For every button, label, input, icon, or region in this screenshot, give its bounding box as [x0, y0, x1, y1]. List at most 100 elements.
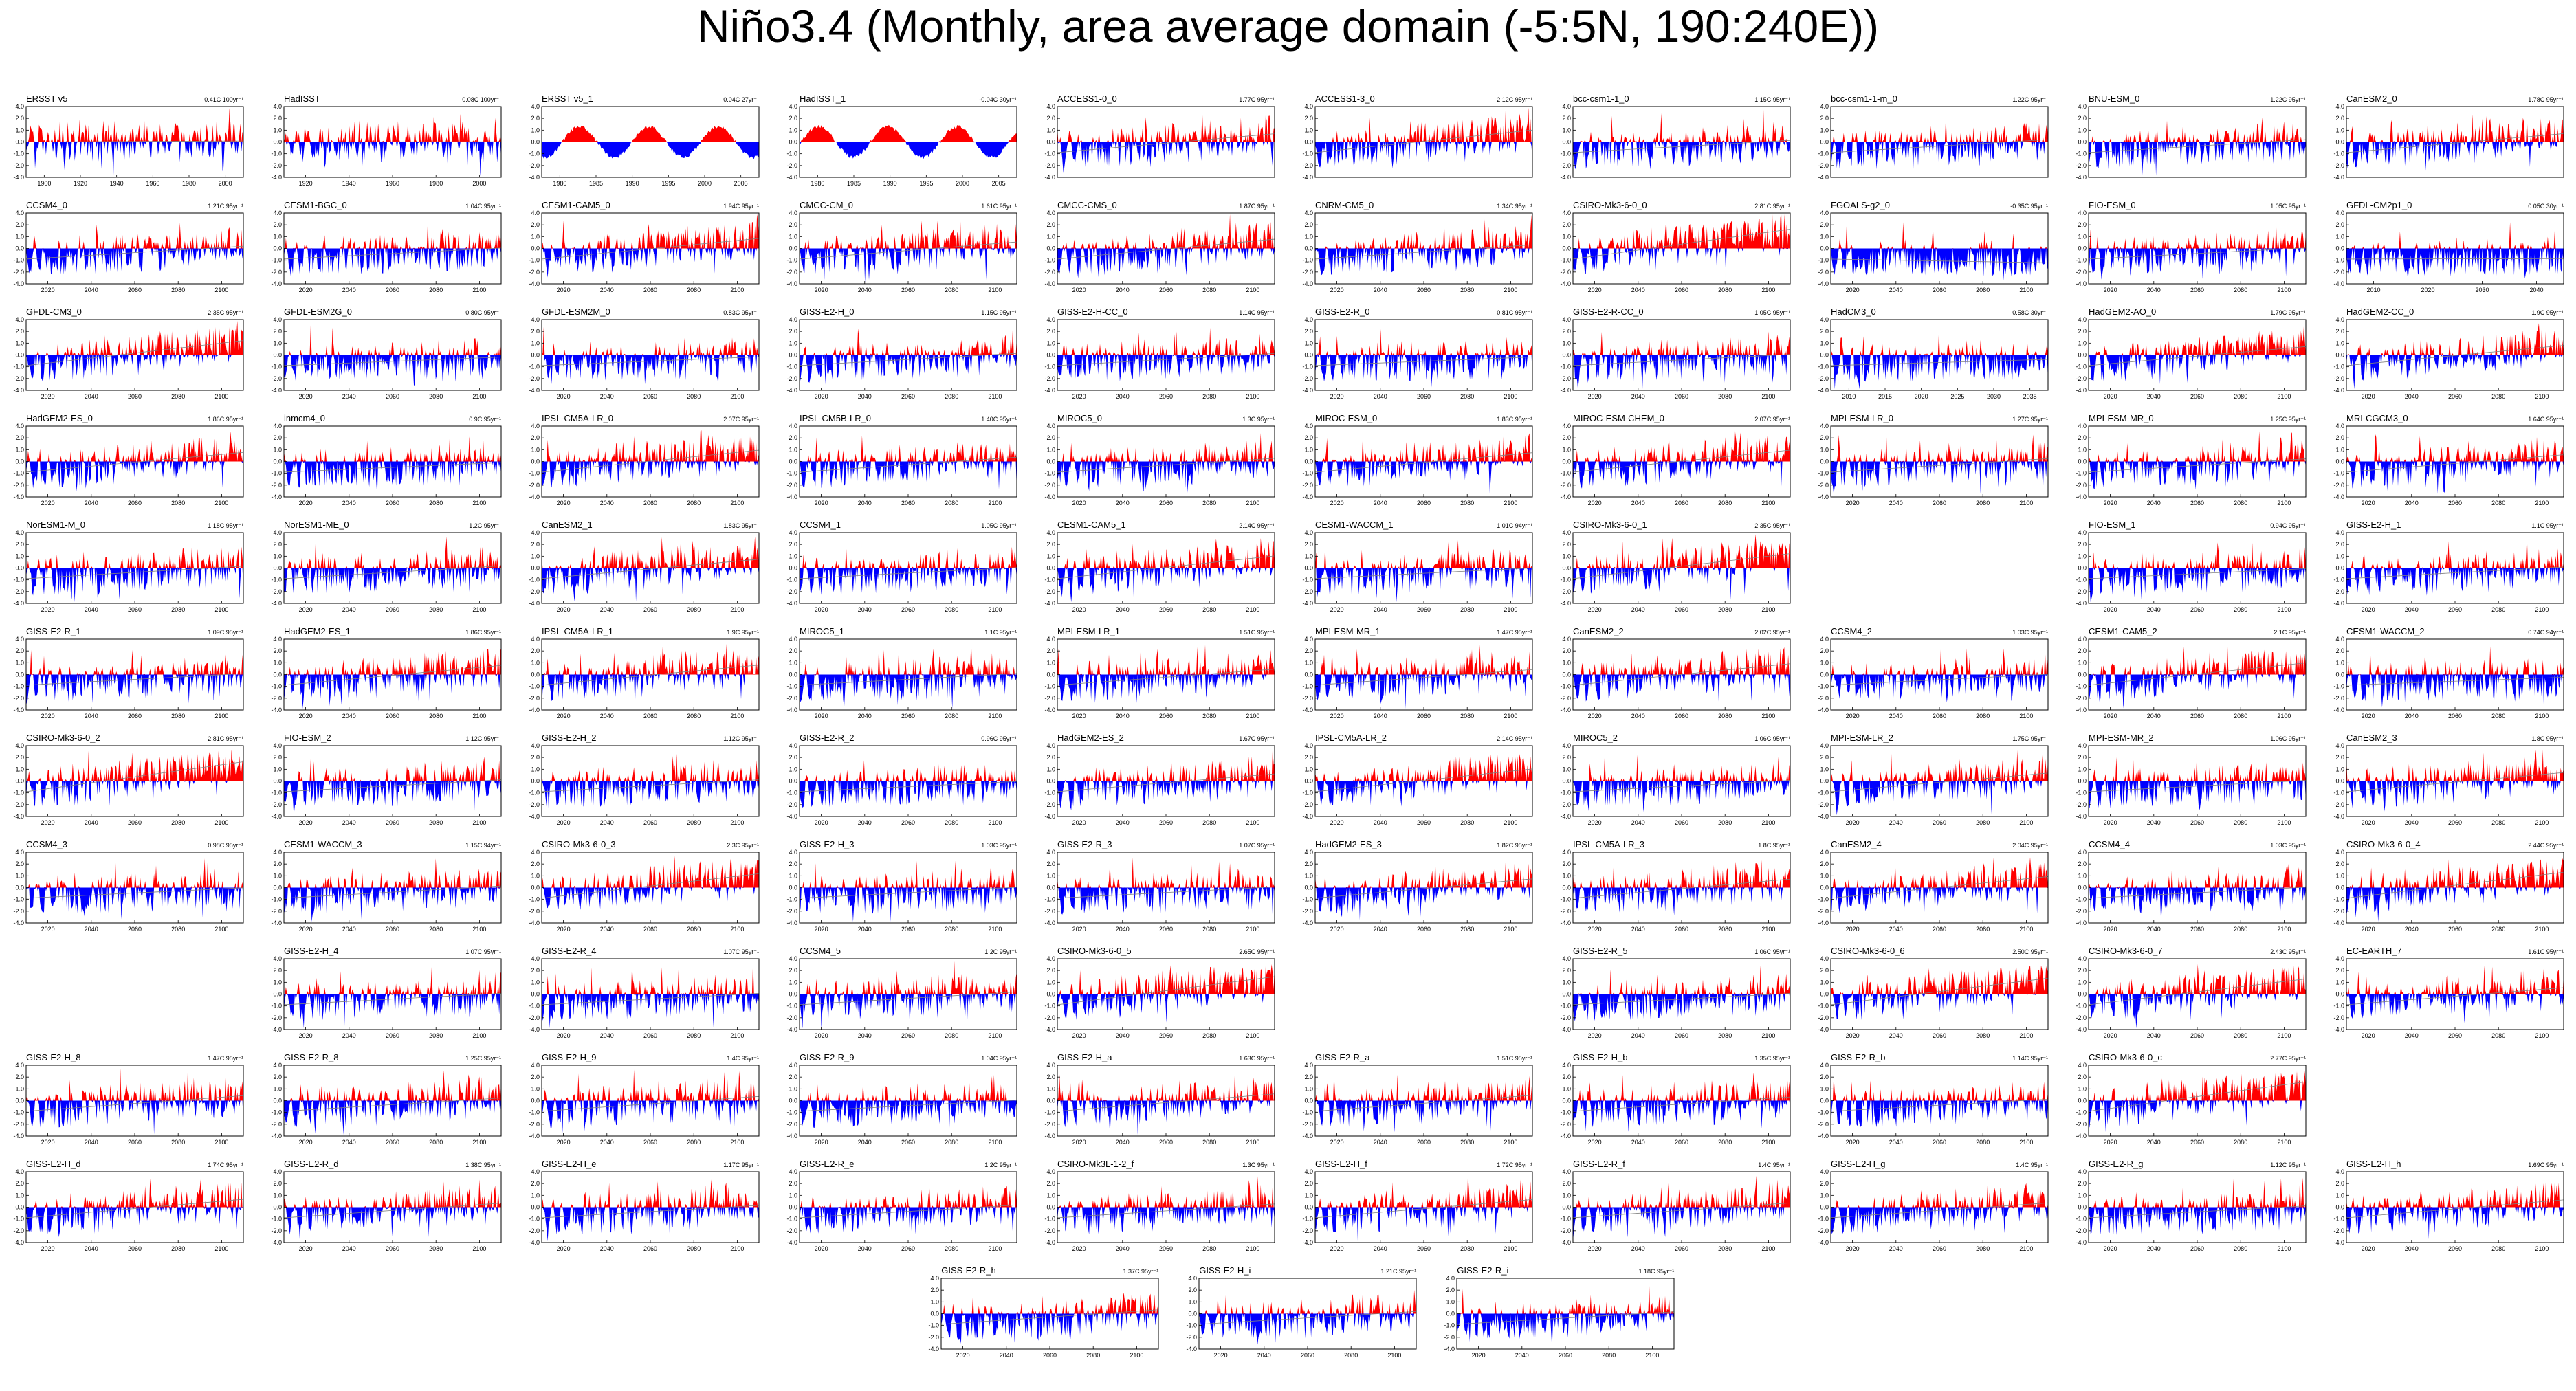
y-tick-label: 0.0 [273, 139, 282, 146]
y-tick-label: -1.0 [1560, 1003, 1571, 1010]
trend-line [283, 779, 502, 792]
y-tick-label: -2.0 [529, 1014, 540, 1021]
x-tick-label: 2060 [643, 713, 657, 720]
x-tick-label: 2020 [299, 926, 313, 933]
y-tick-label: -4.0 [2333, 1239, 2344, 1246]
x-tick-label: 2100 [2535, 606, 2549, 613]
y-tick-label: -2.0 [1044, 375, 1055, 382]
y-tick-label: 2.0 [15, 115, 24, 122]
x-tick-label: 2100 [730, 1139, 744, 1146]
panel-title: GISS-E2-R_9 [800, 1052, 855, 1062]
trend-line [1830, 359, 2049, 366]
negative-anomaly-area [1057, 674, 1275, 703]
y-tick-label: 0.0 [531, 458, 540, 465]
y-tick-label: -1.0 [2333, 577, 2344, 583]
x-tick-label: 2080 [945, 1245, 958, 1252]
y-tick-label: 2.0 [789, 967, 797, 974]
x-tick-label: 2080 [945, 1032, 958, 1039]
y-tick-label: -4.0 [529, 1133, 540, 1139]
trend-line [799, 887, 1017, 899]
x-tick-label: 2060 [1417, 713, 1431, 720]
y-tick-label: 2.0 [15, 647, 24, 654]
y-tick-label: -1.0 [2333, 364, 2344, 370]
x-tick-label: 2080 [171, 393, 185, 400]
x-tick-label: 2040 [1374, 713, 1387, 720]
y-tick-label: -2.0 [13, 375, 24, 382]
y-tick-label: -2.0 [2076, 695, 2087, 702]
negative-anomaly-area [1457, 1313, 1675, 1348]
x-tick-label: 2100 [988, 1245, 1002, 1252]
y-tick-label: -4.0 [2076, 1133, 2087, 1139]
x-tick-label: 2040 [2405, 1032, 2419, 1039]
y-tick-label: 0.0 [1046, 352, 1055, 359]
y-tick-label: -2.0 [271, 1121, 282, 1128]
y-tick-label: -1.0 [2333, 790, 2344, 797]
panel-trend-label: -0.35C 95yr⁻¹ [2010, 203, 2048, 210]
x-tick-label: 2080 [2491, 500, 2505, 507]
x-tick-label: 2060 [2190, 1032, 2204, 1039]
panel-title: MIROC-ESM-CHEM_0 [1573, 413, 1664, 423]
positive-anomaly-area [2089, 117, 2306, 142]
y-tick-label: 4.0 [1046, 529, 1055, 536]
x-tick-label: 2020 [1588, 926, 1602, 933]
y-tick-label: 1.0 [1562, 872, 1571, 879]
x-tick-label: 2060 [128, 606, 142, 613]
trend-line [1057, 887, 1275, 899]
x-tick-label: 2040 [858, 819, 872, 826]
y-tick-label: 0.0 [789, 1204, 797, 1211]
y-tick-label: 0.0 [1562, 352, 1571, 359]
x-tick-label: 2020 [299, 1245, 313, 1252]
y-tick-label: 1.0 [1562, 126, 1571, 133]
y-tick-label: 4.0 [789, 316, 797, 323]
y-tick-label: 2.0 [1820, 754, 1829, 761]
y-tick-label: 4.0 [1304, 849, 1313, 856]
x-tick-label: 2020 [815, 287, 828, 293]
y-tick-label: 2.0 [273, 541, 282, 548]
x-tick-label: 2040 [1116, 819, 1130, 826]
negative-anomaly-area [800, 674, 1017, 709]
y-tick-label: 1.0 [273, 766, 282, 772]
chart-panel: GISS-E2-R_h 1.37C 95yr⁻¹ 4.0 2.0 1.0 0.0 -1.0-… [929, 1266, 1159, 1360]
positive-anomaly-area [1457, 1284, 1675, 1314]
x-tick-label: 2060 [901, 713, 915, 720]
panel-trend-label: 1.07C 95yr⁻¹ [465, 948, 501, 955]
y-tick-label: -4.0 [1302, 1133, 1313, 1139]
x-tick-label: 2060 [386, 819, 399, 826]
y-tick-label: 0.0 [15, 1098, 24, 1104]
x-tick-label: 1980 [553, 180, 566, 187]
y-tick-label: 4.0 [1304, 529, 1313, 536]
x-tick-label: 2020 [2362, 1245, 2375, 1252]
x-tick-label: 2080 [1202, 287, 1216, 293]
x-tick-label: 2020 [1846, 926, 1860, 933]
chart-panel: HadGEM2-ES_1 1.86C 95yr⁻¹ 4.0 2.0 1.0 0.0 -1.0… [271, 627, 502, 721]
y-tick-label: 1.0 [1562, 1192, 1571, 1199]
panel-title: CSIRO-Mk3-6-0_0 [1573, 200, 1647, 210]
y-tick-label: 0.0 [531, 245, 540, 252]
y-tick-label: 0.0 [1304, 458, 1313, 465]
panel-trend-label: 1.2C 95yr⁻¹ [469, 522, 501, 529]
y-tick-label: -4.0 [786, 920, 797, 926]
panel-trend-label: 1.05C 95yr⁻¹ [1754, 309, 1790, 316]
positive-anomaly-area [542, 430, 759, 462]
y-tick-label: 4.0 [273, 529, 282, 536]
chart-panel: GISS-E2-H_i 1.21C 95yr⁻¹ 4.0 2.0 1.0 0.0 -1.0-… [1187, 1266, 1417, 1360]
x-tick-label: 2040 [1116, 606, 1130, 613]
panel-trend-label: 1.12C 95yr⁻¹ [723, 735, 759, 742]
panel-trend-label: 0.96C 95yr⁻¹ [981, 735, 1017, 742]
x-tick-label: 2060 [2190, 606, 2204, 613]
trend-line [2346, 987, 2564, 1005]
chart-panel: BNU-ESM_0 1.22C 95yr⁻¹ 4.0 2.0 1.0 0.0 -1.0 -2.… [2076, 94, 2307, 188]
y-tick-label: 1.0 [1562, 766, 1571, 772]
y-tick-label: -2.0 [2076, 588, 2087, 595]
y-tick-label: 1.0 [1820, 1085, 1829, 1092]
negative-anomaly-area [26, 568, 243, 603]
x-tick-label: 2060 [128, 1139, 142, 1146]
y-tick-label: 1.0 [531, 979, 540, 986]
